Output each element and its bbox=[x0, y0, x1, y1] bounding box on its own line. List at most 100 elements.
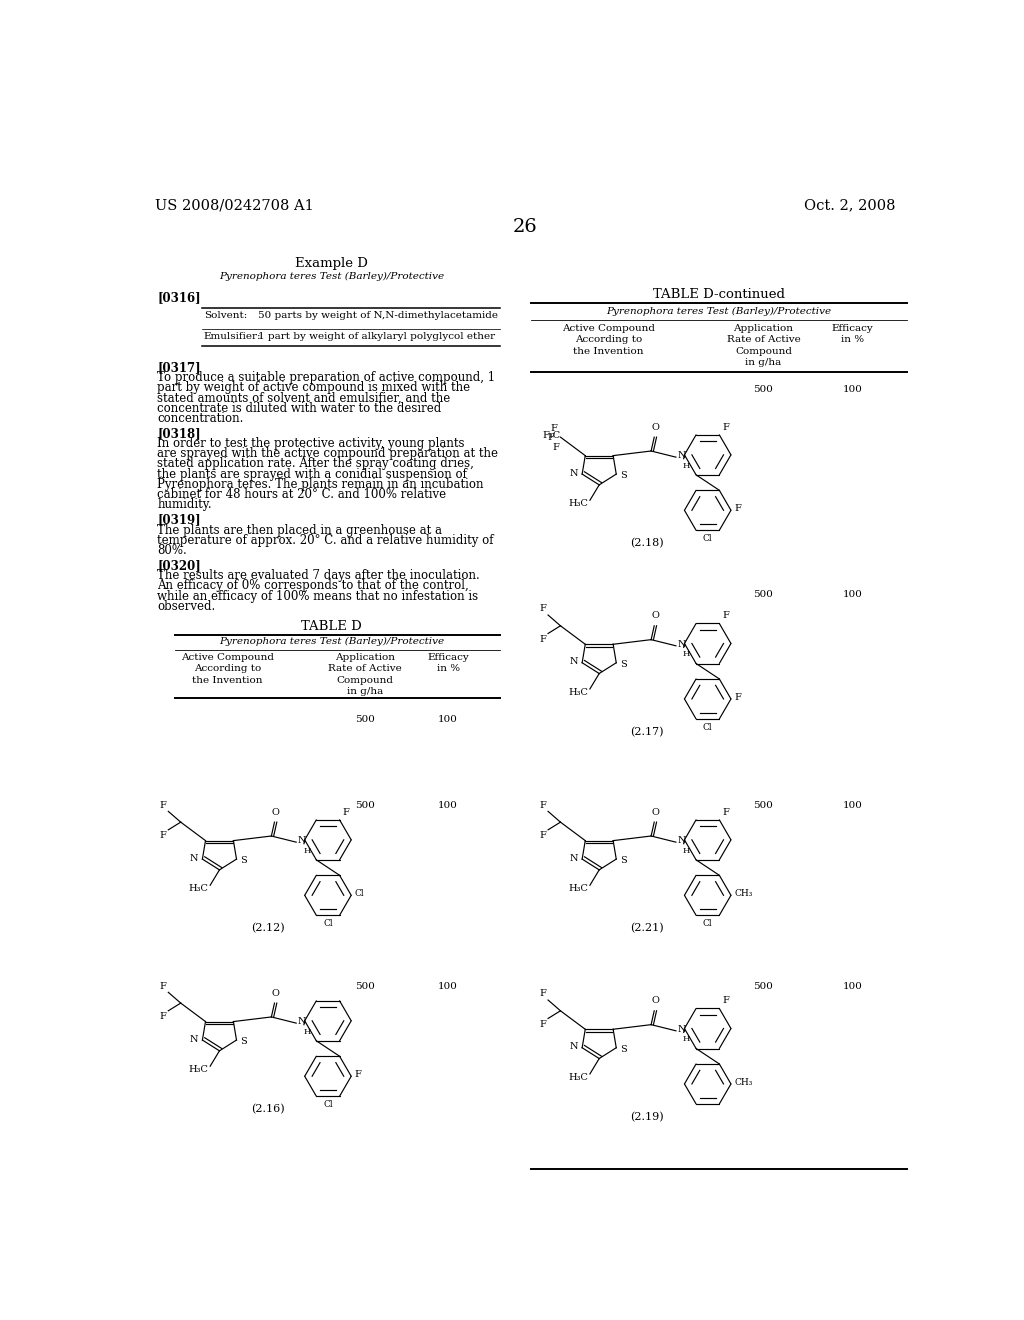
Text: N: N bbox=[569, 657, 579, 667]
Text: US 2008/0242708 A1: US 2008/0242708 A1 bbox=[155, 198, 314, 213]
Text: Efficacy
in %: Efficacy in % bbox=[427, 653, 469, 673]
Text: Oct. 2, 2008: Oct. 2, 2008 bbox=[804, 198, 895, 213]
Text: H: H bbox=[303, 1028, 310, 1036]
Text: F: F bbox=[540, 1020, 547, 1030]
Text: F: F bbox=[160, 832, 167, 841]
Text: (2.16): (2.16) bbox=[251, 1105, 285, 1114]
Text: observed.: observed. bbox=[158, 599, 216, 612]
Text: 500: 500 bbox=[754, 385, 773, 393]
Text: N: N bbox=[569, 469, 579, 478]
Text: CH₃: CH₃ bbox=[734, 1078, 753, 1086]
Text: Efficacy
in %: Efficacy in % bbox=[831, 323, 873, 345]
Text: O: O bbox=[651, 611, 658, 620]
Text: Application
Rate of Active
Compound
in g/ha: Application Rate of Active Compound in g… bbox=[727, 323, 801, 367]
Text: Pyrenophora teres Test (Barley)/Protective: Pyrenophora teres Test (Barley)/Protecti… bbox=[606, 308, 831, 315]
Text: F: F bbox=[551, 424, 557, 433]
Text: Application
Rate of Active
Compound
in g/ha: Application Rate of Active Compound in g… bbox=[329, 653, 402, 696]
Text: N: N bbox=[678, 451, 686, 461]
Text: 100: 100 bbox=[843, 590, 862, 598]
Text: S: S bbox=[241, 1038, 247, 1045]
Text: F: F bbox=[552, 444, 559, 453]
Text: 500: 500 bbox=[355, 982, 375, 991]
Text: S: S bbox=[621, 660, 627, 669]
Text: F: F bbox=[722, 422, 729, 432]
Text: N: N bbox=[298, 836, 306, 845]
Text: O: O bbox=[651, 997, 658, 1006]
Text: Cl: Cl bbox=[324, 919, 333, 928]
Text: F: F bbox=[540, 990, 547, 998]
Text: S: S bbox=[241, 857, 247, 865]
Text: humidity.: humidity. bbox=[158, 498, 212, 511]
Text: O: O bbox=[651, 422, 658, 432]
Text: Cl: Cl bbox=[702, 535, 713, 543]
Text: S: S bbox=[621, 1045, 627, 1053]
Text: F: F bbox=[540, 801, 547, 810]
Text: concentrate is diluted with water to the desired: concentrate is diluted with water to the… bbox=[158, 401, 441, 414]
Text: 500: 500 bbox=[355, 801, 375, 810]
Text: N: N bbox=[298, 1018, 306, 1026]
Text: O: O bbox=[271, 808, 280, 817]
Text: [0320]: [0320] bbox=[158, 560, 201, 572]
Text: An efficacy of 0% corresponds to that of the control,: An efficacy of 0% corresponds to that of… bbox=[158, 579, 469, 593]
Text: (2.12): (2.12) bbox=[251, 923, 285, 933]
Text: H: H bbox=[683, 847, 690, 855]
Text: [0316]: [0316] bbox=[158, 290, 201, 304]
Text: H: H bbox=[683, 651, 690, 659]
Text: stated application rate. After the spray coating dries,: stated application rate. After the spray… bbox=[158, 458, 474, 470]
Text: are sprayed with the active compound preparation at the: are sprayed with the active compound pre… bbox=[158, 447, 499, 461]
Text: O: O bbox=[651, 808, 658, 817]
Text: To produce a suitable preparation of active compound, 1: To produce a suitable preparation of act… bbox=[158, 371, 496, 384]
Text: 100: 100 bbox=[438, 715, 458, 725]
Text: H: H bbox=[683, 1035, 690, 1043]
Text: H₃C: H₃C bbox=[188, 884, 209, 892]
Text: 100: 100 bbox=[438, 982, 458, 991]
Text: F: F bbox=[722, 611, 729, 620]
Text: 100: 100 bbox=[843, 982, 862, 991]
Text: F: F bbox=[722, 808, 729, 817]
Text: TABLE D-continued: TABLE D-continued bbox=[653, 288, 785, 301]
Text: Solvent:: Solvent: bbox=[204, 312, 247, 319]
Text: H₃C: H₃C bbox=[568, 688, 589, 697]
Text: The plants are then placed in a greenhouse at a: The plants are then placed in a greenhou… bbox=[158, 524, 442, 536]
Text: TABLE D: TABLE D bbox=[301, 619, 362, 632]
Text: (2.21): (2.21) bbox=[631, 923, 664, 933]
Text: F: F bbox=[160, 982, 167, 991]
Text: 500: 500 bbox=[754, 801, 773, 810]
Text: 100: 100 bbox=[438, 801, 458, 810]
Text: 50 parts by weight of N,N-dimethylacetamide: 50 parts by weight of N,N-dimethylacetam… bbox=[258, 312, 499, 319]
Text: H₃C: H₃C bbox=[568, 884, 589, 892]
Text: S: S bbox=[621, 471, 627, 480]
Text: 100: 100 bbox=[843, 801, 862, 810]
Text: (2.18): (2.18) bbox=[631, 539, 664, 549]
Text: N: N bbox=[190, 854, 199, 863]
Text: H₃C: H₃C bbox=[568, 499, 589, 508]
Text: N: N bbox=[569, 1043, 579, 1052]
Text: (2.19): (2.19) bbox=[631, 1111, 664, 1122]
Text: N: N bbox=[190, 1035, 199, 1044]
Text: H: H bbox=[303, 847, 310, 855]
Text: temperature of approx. 20° C. and a relative humidity of: temperature of approx. 20° C. and a rela… bbox=[158, 533, 494, 546]
Text: CH₃: CH₃ bbox=[734, 890, 753, 898]
Text: In order to test the protective activity, young plants: In order to test the protective activity… bbox=[158, 437, 465, 450]
Text: Cl: Cl bbox=[354, 890, 364, 898]
Text: H₃C: H₃C bbox=[188, 1065, 209, 1073]
Text: F: F bbox=[160, 801, 167, 810]
Text: 100: 100 bbox=[843, 385, 862, 393]
Text: while an efficacy of 100% means that no infestation is: while an efficacy of 100% means that no … bbox=[158, 590, 478, 603]
Text: The results are evaluated 7 days after the inoculation.: The results are evaluated 7 days after t… bbox=[158, 569, 480, 582]
Text: [0318]: [0318] bbox=[158, 426, 201, 440]
Text: 80%.: 80%. bbox=[158, 544, 187, 557]
Text: N: N bbox=[678, 836, 686, 845]
Text: cabinet for 48 hours at 20° C. and 100% relative: cabinet for 48 hours at 20° C. and 100% … bbox=[158, 488, 446, 502]
Text: F: F bbox=[160, 1012, 167, 1022]
Text: concentration.: concentration. bbox=[158, 412, 244, 425]
Text: N: N bbox=[678, 640, 686, 648]
Text: Cl: Cl bbox=[702, 723, 713, 731]
Text: F: F bbox=[540, 635, 547, 644]
Text: 500: 500 bbox=[754, 590, 773, 598]
Text: F: F bbox=[722, 997, 729, 1006]
Text: F: F bbox=[548, 433, 554, 442]
Text: Active Compound
According to
the Invention: Active Compound According to the Inventi… bbox=[562, 323, 655, 356]
Text: Example D: Example D bbox=[295, 257, 369, 271]
Text: Cl: Cl bbox=[324, 1100, 333, 1109]
